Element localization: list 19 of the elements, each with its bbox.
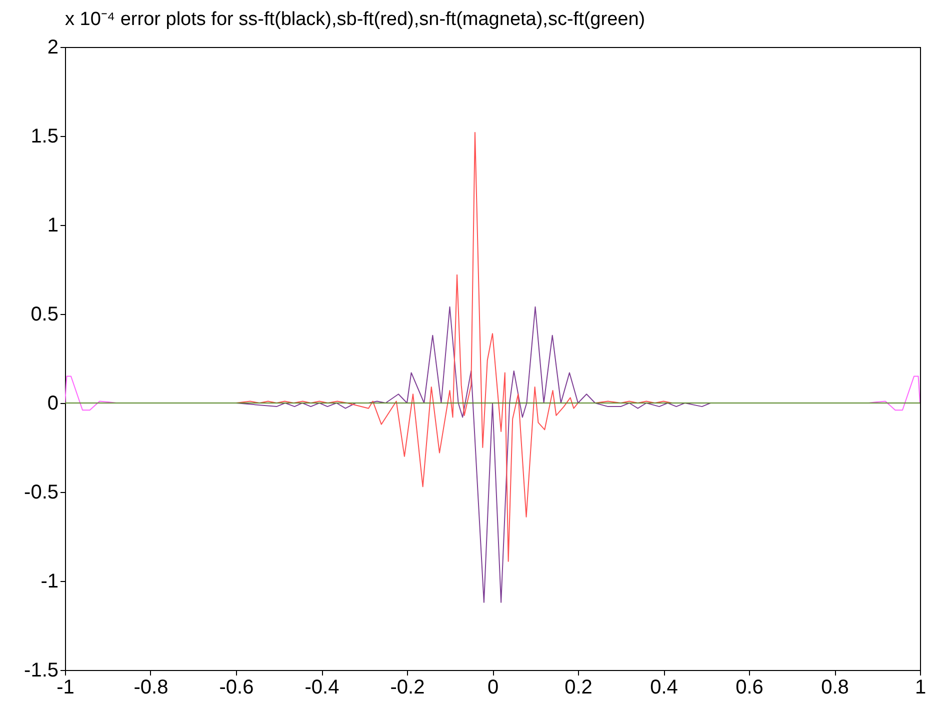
x-tick-label: 0.4 xyxy=(650,676,678,698)
chart-title: x 10⁻⁴ error plots for ss-ft(black),sb-ft(red),sn-ft(magneta),sc-ft(green) xyxy=(65,9,646,30)
y-tick-label: 2 xyxy=(47,36,58,58)
y-tick-label: -0.5 xyxy=(24,482,58,504)
x-tick-label: -0.4 xyxy=(304,676,340,698)
y-tick-label: 1 xyxy=(47,214,58,236)
y-tick-label: -1 xyxy=(40,570,58,592)
y-tick-label: 0.5 xyxy=(30,304,58,326)
y-tick-label: 0 xyxy=(47,392,58,414)
x-tick-label: 1 xyxy=(914,676,926,698)
x-tick-label: 0 xyxy=(487,676,499,698)
x-tick-label: -0.2 xyxy=(390,676,425,698)
x-tick-label: 0.8 xyxy=(821,676,849,698)
x-tick-label: 0.2 xyxy=(564,676,592,698)
y-tick-label: 1.5 xyxy=(30,126,58,148)
x-tick-label: 0.6 xyxy=(736,676,764,698)
x-tick-label: -0.6 xyxy=(219,676,254,698)
y-tick-label: -1.5 xyxy=(24,660,58,682)
x-tick-label: -0.8 xyxy=(134,676,168,698)
